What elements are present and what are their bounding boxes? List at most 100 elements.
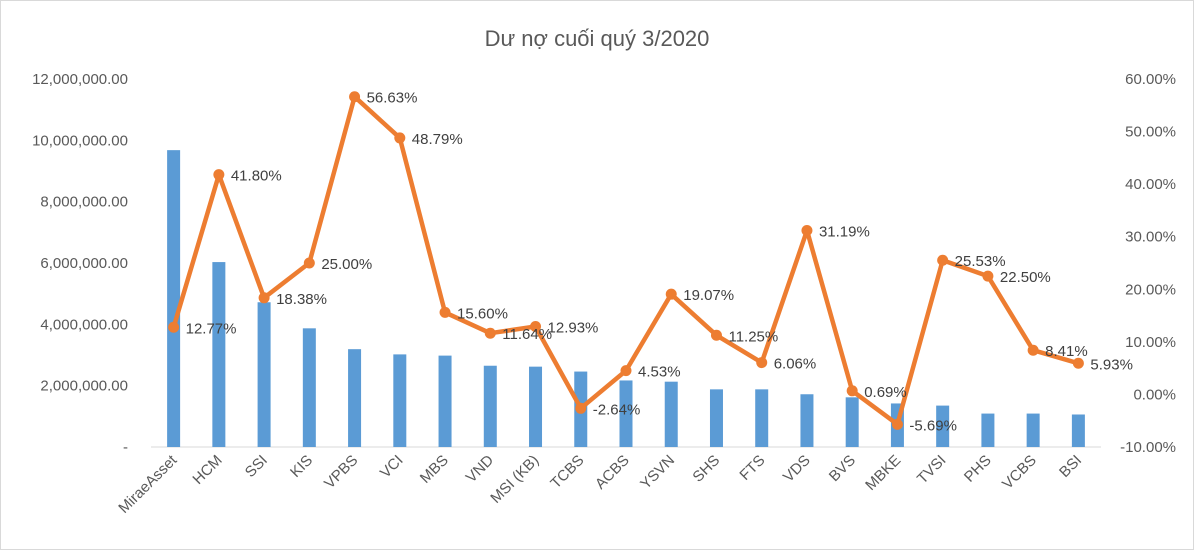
data-label: 41.80%	[231, 168, 282, 185]
category-label: YSVN	[637, 452, 678, 493]
category-label: HCM	[190, 452, 226, 488]
category-label: ACBS	[592, 452, 633, 493]
left-tick-label: -	[123, 439, 128, 456]
data-label: -2.64%	[593, 401, 641, 418]
category-label: TCBS	[547, 452, 587, 492]
right-tick-label: 10.00%	[1125, 334, 1176, 351]
line-point	[665, 288, 677, 300]
data-label: 31.19%	[819, 223, 870, 240]
category-label: VCBS	[999, 452, 1040, 493]
bar	[1026, 413, 1040, 447]
chart-title: Dư nợ cuối quý 3/2020	[485, 26, 710, 51]
left-tick-label: 10,000,000.00	[32, 132, 128, 149]
left-axis-ticks: - 2,000,000.00 4,000,000.00 6,000,000.00 8,0…	[32, 71, 128, 456]
category-label: VCI	[377, 452, 407, 482]
data-label: 22.50%	[1000, 269, 1051, 286]
category-label: VPBS	[321, 452, 361, 492]
bar	[212, 262, 226, 447]
category-label: KIS	[287, 452, 316, 481]
line-point	[801, 224, 813, 236]
bar	[302, 328, 316, 447]
data-label: 0.69%	[864, 384, 907, 401]
right-tick-label: 0.00%	[1133, 386, 1176, 403]
data-label: 18.38%	[276, 291, 327, 308]
data-label: 8.41%	[1045, 343, 1088, 360]
right-tick-label: 60.00%	[1125, 71, 1176, 88]
line-point	[484, 327, 496, 339]
bar	[709, 389, 723, 447]
category-label: VND	[463, 452, 498, 487]
line-point	[620, 365, 632, 377]
line-point	[937, 254, 949, 266]
category-label: SHS	[689, 452, 723, 486]
right-tick-label: -10.00%	[1120, 439, 1176, 456]
category-label: PHS	[961, 452, 995, 486]
line-point	[349, 91, 361, 103]
category-label: BSI	[1056, 452, 1085, 481]
data-label: 11.25%	[728, 328, 778, 345]
right-tick-label: 40.00%	[1125, 176, 1176, 193]
bar	[348, 349, 362, 447]
line-point	[710, 329, 722, 341]
right-tick-label: 20.00%	[1125, 281, 1176, 298]
bar	[167, 150, 181, 447]
data-label: 11.64%	[502, 326, 552, 343]
data-label: 12.77%	[186, 320, 237, 337]
line-point	[891, 418, 903, 430]
left-tick-label: 2,000,000.00	[40, 378, 128, 395]
left-tick-label: 12,000,000.00	[32, 71, 128, 88]
data-label: 25.53%	[955, 253, 1006, 270]
bar	[936, 405, 950, 447]
bar	[529, 366, 543, 447]
bar	[800, 394, 814, 447]
bar	[393, 354, 407, 447]
bar	[755, 389, 769, 447]
data-label: 48.79%	[412, 131, 463, 148]
data-label: 4.53%	[638, 364, 681, 381]
bar	[257, 302, 271, 447]
line-point	[1072, 357, 1084, 369]
left-tick-label: 4,000,000.00	[40, 316, 128, 333]
line-point	[530, 320, 542, 332]
line-point	[846, 385, 858, 397]
category-label: MBS	[417, 452, 452, 487]
right-axis-ticks: -10.00% 0.00% 10.00% 20.00% 30.00% 40.00% 50.0…	[1120, 71, 1176, 456]
category-label: BVS	[826, 452, 859, 485]
bar	[483, 365, 497, 447]
category-label: SSI	[242, 452, 271, 481]
right-tick-label: 50.00%	[1125, 124, 1176, 141]
line-point	[1027, 344, 1039, 356]
bar	[981, 413, 995, 447]
category-label: FTS	[736, 452, 768, 484]
line-point	[575, 402, 587, 414]
bar	[664, 381, 678, 447]
line-points	[168, 91, 1084, 430]
line-point	[258, 292, 270, 304]
line-point	[439, 306, 451, 318]
category-label: MSI (KB)	[487, 452, 542, 507]
data-label: 56.63%	[367, 90, 418, 107]
data-label: 25.00%	[321, 256, 372, 273]
bar	[845, 397, 859, 447]
bar	[1071, 414, 1085, 447]
line-point	[982, 270, 994, 282]
line-point	[303, 257, 315, 269]
data-label: 5.93%	[1090, 356, 1133, 373]
line-point	[213, 169, 225, 181]
left-tick-label: 8,000,000.00	[40, 194, 128, 211]
category-label: MiraeAsset	[115, 451, 181, 517]
data-label: 15.60%	[457, 305, 508, 322]
category-label: VDS	[780, 452, 814, 486]
line-point	[394, 132, 406, 144]
right-tick-label: 30.00%	[1125, 229, 1176, 246]
data-label: 19.07%	[683, 287, 734, 304]
line-point	[756, 357, 768, 369]
line-point	[168, 321, 180, 333]
category-label: MBKE	[862, 452, 904, 494]
data-label: -5.69%	[909, 417, 957, 434]
category-label: TVSI	[914, 452, 950, 488]
line-data-labels: 12.77% 41.80% 18.38% 25.00% 56.63% 48.79% 15.6…	[186, 90, 1133, 435]
